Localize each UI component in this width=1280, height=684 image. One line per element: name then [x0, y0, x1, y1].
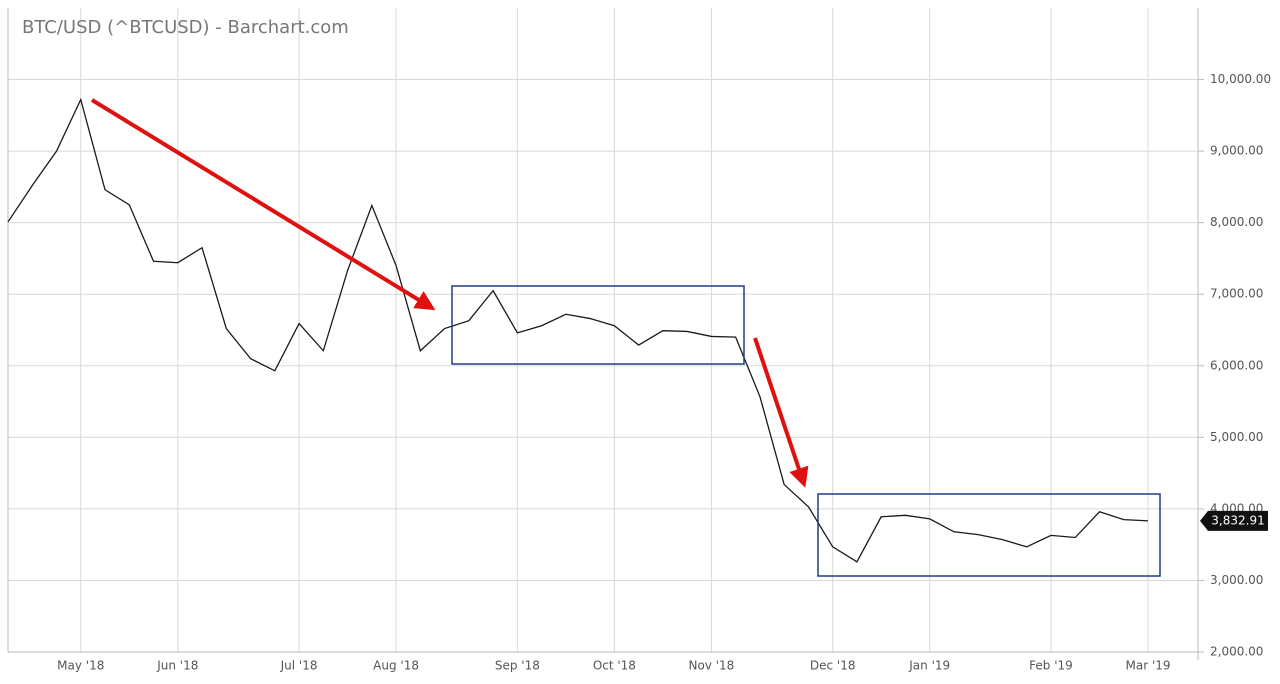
- x-tick-label: Jun '18: [156, 659, 198, 673]
- trend-arrow: [753, 337, 809, 488]
- y-tick-label: 2,000.00: [1210, 645, 1263, 659]
- x-tick-label: May '18: [57, 659, 104, 673]
- y-tick-label: 10,000.00: [1210, 72, 1271, 86]
- x-tick-label: Feb '19: [1029, 659, 1073, 673]
- y-tick-label: 8,000.00: [1210, 215, 1263, 229]
- range-box: [451, 285, 745, 365]
- grid: 2,000.003,000.004,000.005,000.006,000.00…: [8, 8, 1271, 673]
- chart-title: BTC/USD (^BTCUSD) - Barchart.com: [22, 17, 349, 38]
- x-tick-label: Dec '18: [810, 659, 856, 673]
- trend-arrow: [90, 98, 436, 311]
- x-tick-label: Sep '18: [495, 659, 540, 673]
- x-tick-label: Oct '18: [593, 659, 636, 673]
- plot: [7, 97, 1149, 563]
- x-tick-label: Mar '19: [1125, 659, 1170, 673]
- x-tick-label: Jul '18: [280, 659, 318, 673]
- price-line: [7, 97, 1149, 563]
- y-tick-label: 5,000.00: [1210, 430, 1263, 444]
- y-tick-label: 6,000.00: [1210, 358, 1263, 372]
- y-tick-label: 3,000.00: [1210, 573, 1263, 587]
- y-tick-label: 9,000.00: [1210, 144, 1263, 158]
- x-tick-label: Aug '18: [373, 659, 419, 673]
- range-box: [817, 493, 1161, 577]
- x-tick-label: Jan '19: [908, 659, 950, 673]
- last-value-label: 3,832.91: [1211, 513, 1264, 527]
- x-tick-label: Nov '18: [688, 659, 734, 673]
- y-tick-label: 7,000.00: [1210, 287, 1263, 301]
- last-value-tag: [1200, 510, 1268, 531]
